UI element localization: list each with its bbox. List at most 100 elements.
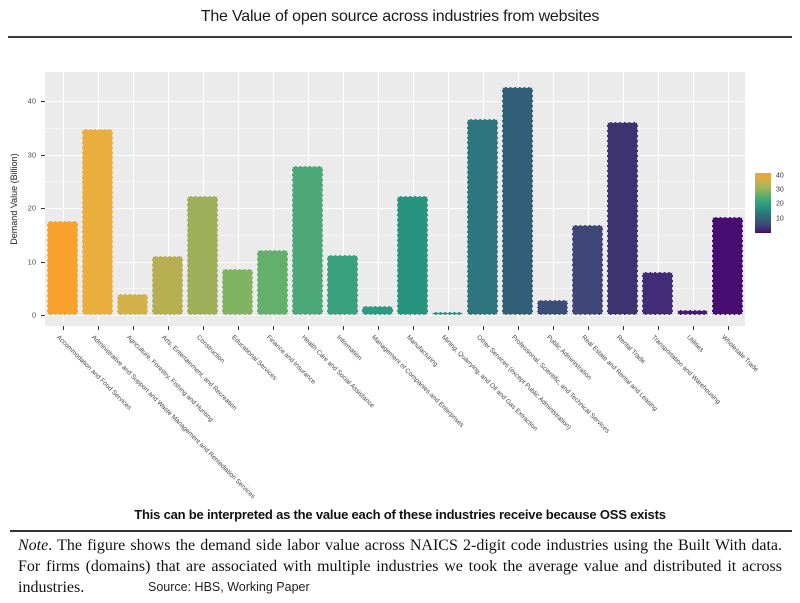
- x-tick-mark: [202, 326, 204, 330]
- plot-panel: [45, 72, 745, 326]
- bar: [712, 216, 743, 315]
- x-tick-label: Manufacturing: [404, 334, 439, 369]
- x-tick-label: Health Care and Social Assistance: [299, 334, 376, 410]
- gridline-major: [45, 101, 745, 102]
- bar: [572, 225, 603, 315]
- x-tick-mark: [587, 326, 589, 330]
- x-tick-mark: [342, 326, 344, 330]
- bar: [222, 268, 253, 315]
- x-tick-label: Utilities: [684, 334, 705, 354]
- gridline-vertical: [167, 72, 169, 326]
- x-tick-mark: [727, 326, 729, 330]
- gridline-major: [45, 208, 745, 209]
- y-tick-mark: [41, 208, 45, 209]
- x-axis: Accommodation and Food Services Administr…: [45, 326, 800, 511]
- x-tick-mark: [517, 326, 519, 330]
- gridline-vertical: [342, 72, 344, 326]
- x-tick-mark: [307, 326, 309, 330]
- y-tick-mark: [41, 154, 45, 156]
- x-tick-label: Wholesale Trade: [719, 334, 759, 374]
- bar: [537, 300, 568, 315]
- bar: [327, 255, 358, 315]
- chart-caption: This can be interpreted as the value eac…: [134, 507, 666, 522]
- x-tick-mark: [62, 326, 64, 330]
- gridline-vertical: [272, 72, 274, 326]
- bar: [502, 87, 533, 315]
- y-tick-mark: [41, 101, 45, 102]
- x-tick-mark: [97, 326, 99, 330]
- x-tick-label: Information: [334, 334, 363, 362]
- x-tick-mark: [657, 326, 659, 330]
- bar: [152, 256, 183, 315]
- x-tick-mark: [622, 326, 624, 330]
- x-tick-label: Rental Trade: [614, 334, 646, 366]
- legend-tick-label: 30: [776, 186, 784, 194]
- y-tick-label: 20: [27, 203, 36, 213]
- x-tick-mark: [552, 326, 554, 330]
- gridline-vertical: [447, 72, 449, 326]
- note-prefix: Note: [18, 537, 49, 554]
- gridline-vertical: [552, 72, 554, 326]
- x-tick-mark: [377, 326, 379, 330]
- x-tick-label: Real Estate and Rental and Leasing: [579, 334, 659, 413]
- source-line: Source: HBS, Working Paper: [148, 580, 310, 594]
- y-tick-mark: [41, 315, 45, 316]
- bar: [82, 129, 113, 315]
- gridline-vertical: [62, 72, 64, 326]
- gridline-major: [45, 154, 745, 156]
- bar: [607, 121, 638, 315]
- x-tick-mark: [447, 326, 449, 330]
- gridline-major: [45, 315, 745, 316]
- note-body: . The figure shows the demand side labor…: [18, 537, 782, 596]
- gridline-vertical: [237, 72, 239, 326]
- y-tick-label: 10: [27, 257, 36, 266]
- note-divider: [10, 530, 792, 532]
- gridline-vertical: [587, 72, 589, 326]
- legend-tick-label: 20: [776, 200, 784, 208]
- x-tick-mark: [482, 326, 484, 330]
- bar: [432, 311, 463, 315]
- title-divider: [8, 36, 792, 38]
- gridline-vertical: [727, 72, 729, 326]
- gridline-vertical: [657, 72, 659, 326]
- x-tick-mark: [237, 326, 239, 330]
- bar: [292, 165, 323, 315]
- y-axis: 0 10 20 30 40: [0, 72, 45, 326]
- x-tick-mark: [272, 326, 274, 330]
- x-tick-label: Accommodation and Food Services: [54, 334, 133, 412]
- color-legend: 40 30 20 10: [755, 172, 800, 237]
- bar: [642, 271, 673, 315]
- gridline-minor: [45, 127, 745, 129]
- bar: [362, 305, 393, 315]
- bar: [257, 249, 288, 315]
- x-tick-mark: [412, 326, 414, 330]
- x-tick-label: Construction: [194, 334, 226, 365]
- x-tick-label: Administrative and Support and Waste Man…: [89, 334, 256, 501]
- gridline-vertical: [692, 72, 694, 326]
- gridline-minor: [45, 234, 745, 236]
- x-tick-label: Arts, Entertainment, and Recreation: [159, 334, 238, 413]
- y-tick-mark: [41, 261, 45, 263]
- x-tick-mark: [692, 326, 694, 330]
- figure-note: Note. The figure shows the demand side l…: [18, 535, 782, 598]
- legend-colorbar: [755, 173, 771, 233]
- bar: [187, 196, 218, 315]
- legend-tick-label: 40: [776, 172, 784, 180]
- x-tick-mark: [167, 326, 169, 330]
- bar: [47, 220, 78, 315]
- chart-title: The Value of open source across industri…: [200, 8, 600, 25]
- gridline-vertical: [132, 72, 134, 326]
- bar: [397, 195, 428, 315]
- gridline-vertical: [377, 72, 379, 326]
- bar: [467, 119, 498, 315]
- y-tick-label: 30: [27, 150, 36, 159]
- y-tick-label: 0: [31, 310, 36, 320]
- x-tick-mark: [132, 326, 134, 330]
- bar: [117, 294, 148, 315]
- gridline-minor: [45, 288, 745, 290]
- bar: [677, 309, 708, 315]
- gridline-minor: [45, 181, 745, 183]
- y-axis-title: Demand Value (Billion): [9, 153, 19, 245]
- y-tick-label: 40: [27, 96, 36, 106]
